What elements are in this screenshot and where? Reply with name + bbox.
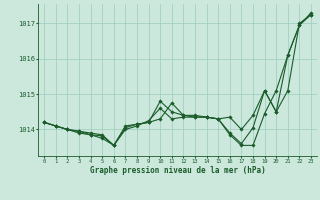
X-axis label: Graphe pression niveau de la mer (hPa): Graphe pression niveau de la mer (hPa)	[90, 166, 266, 175]
